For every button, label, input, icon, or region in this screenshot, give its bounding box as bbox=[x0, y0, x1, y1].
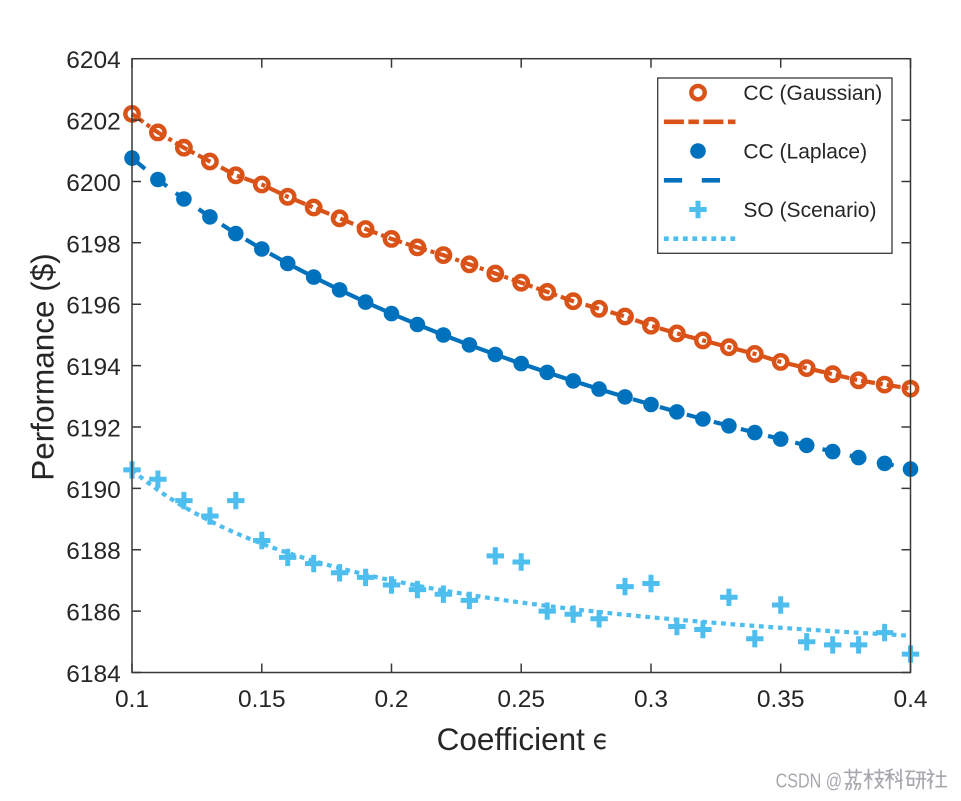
svg-text:0.2: 0.2 bbox=[374, 686, 408, 713]
svg-text:6204: 6204 bbox=[66, 47, 121, 74]
svg-text:6198: 6198 bbox=[66, 231, 121, 258]
svg-text:Coefficient: Coefficient bbox=[437, 721, 586, 757]
svg-text:0.25: 0.25 bbox=[497, 686, 545, 713]
svg-text:6200: 6200 bbox=[66, 170, 121, 197]
svg-text:CC (Laplace): CC (Laplace) bbox=[743, 141, 867, 164]
svg-text:6190: 6190 bbox=[66, 477, 121, 504]
svg-text:6188: 6188 bbox=[66, 538, 121, 565]
svg-text:6202: 6202 bbox=[66, 109, 121, 136]
svg-text:CC (Gaussian): CC (Gaussian) bbox=[743, 82, 882, 105]
svg-text:6196: 6196 bbox=[66, 293, 121, 320]
svg-text:0.15: 0.15 bbox=[238, 686, 286, 713]
svg-text:0.35: 0.35 bbox=[757, 686, 805, 713]
svg-text:6192: 6192 bbox=[66, 416, 121, 443]
svg-text:0.3: 0.3 bbox=[634, 686, 668, 713]
svg-text:SO (Scenario): SO (Scenario) bbox=[743, 199, 876, 222]
svg-text:6184: 6184 bbox=[66, 661, 121, 688]
svg-text:0.4: 0.4 bbox=[893, 686, 927, 713]
svg-text:Performance ($): Performance ($) bbox=[25, 253, 61, 481]
svg-text:CSDN @: CSDN @ bbox=[776, 771, 843, 793]
svg-text:0.1: 0.1 bbox=[115, 686, 149, 713]
svg-text:6186: 6186 bbox=[66, 600, 121, 627]
svg-text:6194: 6194 bbox=[66, 354, 121, 381]
